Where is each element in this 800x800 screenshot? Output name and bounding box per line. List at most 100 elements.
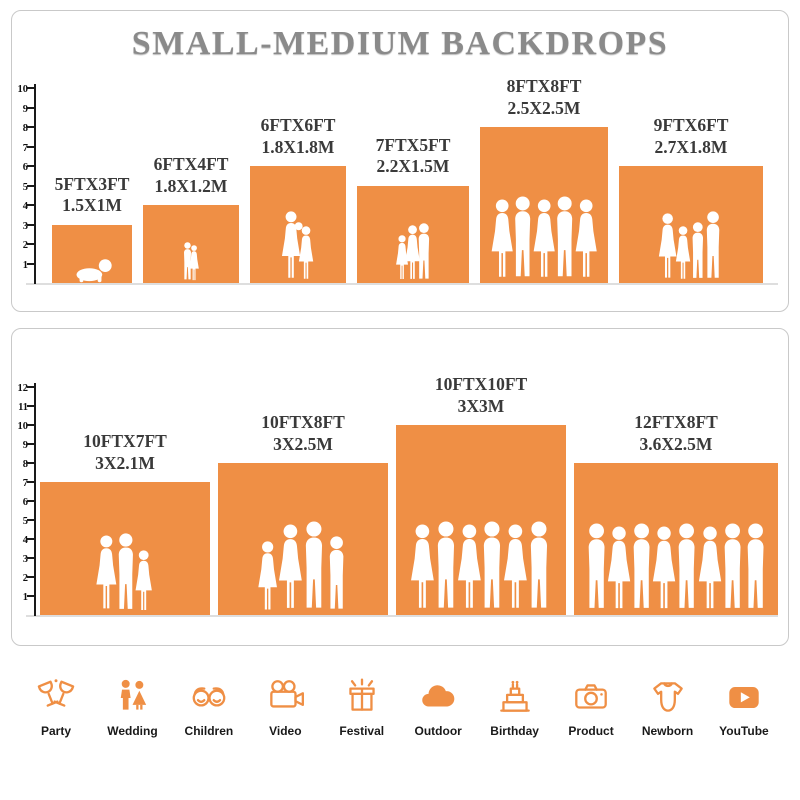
wedding-icon (111, 676, 153, 718)
silhouette-man (515, 196, 531, 276)
axis-tick (27, 184, 34, 187)
silhouette-girl (189, 245, 200, 280)
category-newborn: Newborn (640, 676, 696, 738)
category-label: YouTube (719, 724, 769, 738)
axis-tick (27, 500, 34, 502)
silhouette-woman (653, 526, 676, 608)
axis-tick (27, 106, 34, 109)
silhouette-woman-baby (281, 210, 303, 278)
backdrop-size-ft: 7FTX5FT (375, 134, 451, 155)
axis-tick-label: 9 (22, 440, 28, 451)
backdrop-size-m: 1.5X1M (62, 195, 122, 216)
category-label: Festival (339, 724, 385, 738)
axis-tick-label: 5 (22, 516, 28, 527)
backdrop-size-m: 3X2.1M (95, 452, 155, 473)
category-label: Newborn (641, 724, 694, 738)
axis-tick (27, 519, 34, 521)
axis-tick-label: 1 (22, 259, 28, 271)
axis-tick (27, 595, 34, 597)
silhouette-man (118, 532, 133, 609)
silhouette-man (418, 222, 429, 279)
category-label: Birthday (490, 724, 539, 738)
backdrop-size-ft: 10FTX8FT (261, 412, 345, 433)
axis-tick-label: 11 (18, 402, 28, 413)
category-birthday: Birthday (487, 676, 543, 738)
silhouette-woman (96, 535, 117, 609)
silhouette-boy (692, 222, 703, 279)
silhouette-man (305, 521, 322, 608)
people-silhouettes (250, 210, 346, 284)
category-video: Video (257, 676, 313, 738)
axis-tick-label: 3 (22, 554, 28, 565)
axis-tick (27, 87, 34, 89)
silhouette-woman (607, 526, 631, 608)
backdrop-rect-8ftx8ft (480, 127, 608, 283)
axis-tick (27, 386, 34, 388)
silhouette-boy (184, 242, 192, 280)
people-silhouettes (480, 196, 608, 283)
category-row: Party Wedding Children Video Festival Outdoor… (28, 676, 772, 738)
axis-tick (27, 262, 34, 265)
backdrop-size-m: 1.8X1.2M (154, 175, 228, 196)
silhouette-woman (278, 524, 302, 608)
backdrop-size-ft: 6FTX4FT (153, 154, 229, 175)
axis-tick-label: 2 (22, 240, 28, 251)
silhouette-baby (76, 258, 112, 282)
category-wedding: Wedding (104, 676, 160, 738)
youtube-icon (723, 676, 765, 718)
silhouette-woman (504, 524, 528, 608)
silhouette-woman (533, 198, 555, 277)
category-label: Product (568, 724, 614, 738)
backdrop-label: 8FTX8FT 2.5X2.5M (507, 76, 582, 119)
height-axis (34, 383, 36, 616)
axis-tick-label: 10 (17, 421, 29, 432)
silhouette-man (724, 523, 741, 608)
backdrop-size-m: 3X3M (457, 395, 505, 416)
backdrop-rect-10ftx7ft (40, 482, 210, 615)
silhouette-woman (698, 526, 721, 608)
axis-tick-label: 2 (22, 573, 28, 584)
backdrop-rect-10ftx10ft (396, 425, 566, 615)
silhouette-man (707, 210, 720, 278)
product-icon (570, 676, 612, 718)
silhouette-man (633, 523, 650, 608)
birthday-icon (494, 676, 536, 718)
axis-tick (27, 462, 34, 464)
category-label: Video (269, 724, 302, 738)
backdrop-rect-9ftx6ft (619, 166, 763, 283)
axis-tick-label: 3 (22, 220, 28, 232)
height-axis (34, 84, 36, 284)
category-children: Children (181, 676, 237, 738)
axis-tick (27, 243, 34, 245)
backdrop-rect-12ftx8ft (574, 463, 778, 615)
backdrop-size-ft: 5FTX3FT (54, 173, 130, 194)
silhouette-woman (404, 224, 420, 279)
people-silhouettes (619, 210, 763, 284)
backdrop-label: 5FTX3FT 1.5X1M (55, 174, 130, 217)
people-silhouettes (143, 242, 239, 283)
silhouette-woman (410, 524, 434, 608)
axis-tick (27, 443, 34, 445)
backdrop-size-m: 3X2.5M (273, 433, 333, 454)
silhouette-man (437, 521, 454, 608)
silhouette-girl (136, 550, 153, 610)
category-label: Wedding (107, 724, 158, 738)
silhouette-woman (491, 198, 513, 277)
silhouette-man (747, 523, 764, 608)
backdrop-rect-5ftx3ft (52, 224, 132, 283)
axis-tick-label: 1 (22, 592, 28, 603)
backdrop-label: 9FTX6FT 2.7X1.8M (654, 115, 729, 158)
axis-tick-label: 7 (22, 478, 28, 489)
axis-tick-label: 8 (22, 123, 28, 134)
category-youtube: YouTube (716, 676, 772, 738)
backdrop-label: 7FTX5FT 2.2X1.5M (376, 135, 451, 178)
silhouette-man (557, 196, 573, 276)
people-silhouettes (40, 532, 210, 616)
party-icon (35, 676, 77, 718)
people-silhouettes (218, 521, 388, 615)
category-outdoor: Outdoor (410, 676, 466, 738)
backdrop-label: 10FTX10FT 3X3M (435, 374, 527, 417)
backdrop-label: 6FTX6FT 1.8X1.8M (261, 115, 336, 158)
backdrop-rect-7ftx5ft (357, 185, 469, 283)
panel-medium-backdrops: 1 2 3 4 5 6 7 8 9 10 11 12 10FTX7FT 3X2.1M 10FTX8FT 3X2… (11, 328, 789, 646)
